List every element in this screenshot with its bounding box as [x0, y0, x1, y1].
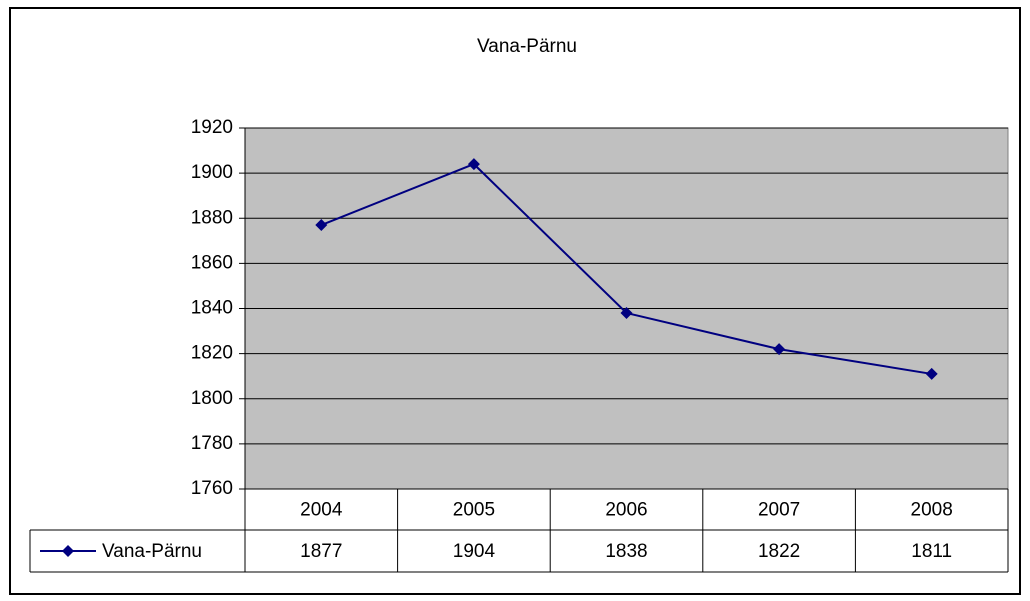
table-value: 1838: [605, 541, 647, 562]
y-tick-label: 1780: [191, 433, 233, 454]
x-tick-label: 2006: [605, 500, 647, 521]
table-value: 1877: [300, 541, 342, 562]
legend-marker: [62, 545, 74, 557]
y-tick-label: 1800: [191, 388, 233, 409]
table-value: 1904: [453, 541, 496, 562]
table-value: 1811: [911, 541, 952, 562]
marker: [467, 158, 480, 171]
marker: [315, 219, 328, 232]
y-tick-label: 1860: [191, 252, 233, 273]
marker: [773, 343, 786, 356]
chart-title: Vana-Pärnu: [477, 36, 577, 57]
y-tick-label: 1900: [191, 162, 233, 183]
table-value: 1822: [758, 541, 800, 562]
marker: [620, 307, 633, 320]
x-tick-label: 2004: [300, 500, 343, 521]
x-tick-label: 2005: [453, 500, 495, 521]
legend-label: Vana-Pärnu: [102, 541, 202, 562]
y-tick-label: 1880: [191, 207, 233, 228]
y-tick-label: 1920: [191, 117, 233, 138]
marker: [925, 367, 938, 380]
y-tick-label: 1760: [191, 478, 233, 499]
x-tick-label: 2007: [758, 500, 800, 521]
y-tick-label: 1820: [191, 343, 233, 364]
x-tick-label: 2008: [911, 500, 953, 521]
y-tick-label: 1840: [191, 298, 233, 319]
